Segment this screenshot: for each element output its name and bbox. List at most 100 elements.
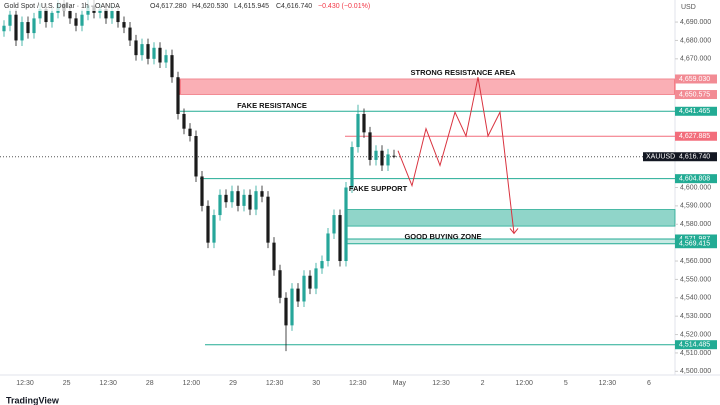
price-label: 4,659.030 <box>679 76 710 83</box>
x-tick-label: 6 <box>647 380 651 387</box>
annotation: FAKE SUPPORT <box>349 184 408 193</box>
ticker-box <box>643 152 675 162</box>
candle-body <box>20 22 24 41</box>
x-tick-label: 12:30 <box>599 380 617 387</box>
candle-body <box>368 132 372 160</box>
candle-body <box>158 47 162 63</box>
price-label-box <box>675 131 717 141</box>
candle-body <box>290 288 294 326</box>
candle-body <box>164 55 168 63</box>
projection-path <box>397 77 515 234</box>
candle-body <box>302 275 306 302</box>
candle-body <box>104 9 108 19</box>
candle-body <box>50 12 54 23</box>
candle-body <box>296 288 300 302</box>
y-tick-label: 4,510.000 <box>680 350 711 357</box>
candle-body <box>140 44 144 56</box>
brand-logo: TradingView <box>6 395 60 405</box>
x-tick-label: 25 <box>63 380 71 387</box>
plot-area <box>0 0 676 352</box>
candle-body <box>218 194 222 216</box>
candle-body <box>128 27 132 41</box>
currency: USD <box>681 4 696 11</box>
y-tick-label: 4,530.000 <box>680 313 711 320</box>
candle-body <box>152 47 156 59</box>
candle-body <box>362 113 366 133</box>
candle-body <box>314 268 318 289</box>
candle-body <box>170 55 174 78</box>
y-tick-label: 4,520.000 <box>680 331 711 338</box>
candle-body <box>260 191 264 197</box>
candle-body <box>68 11 72 19</box>
y-tick-label: 4,600.000 <box>680 184 711 191</box>
candle-body <box>266 196 270 243</box>
candle-body <box>38 9 42 19</box>
candle-body <box>356 113 360 148</box>
candle-body <box>308 275 312 289</box>
y-tick-label: 4,550.000 <box>680 276 711 283</box>
candle-body <box>200 176 204 206</box>
brand: TradingView <box>6 395 60 405</box>
candle-body <box>374 150 378 160</box>
ohlc-value: C4,616.740 <box>276 3 312 10</box>
price-label: 4,641.465 <box>679 108 710 115</box>
price-label-box <box>675 152 717 162</box>
price-label: 4,627.885 <box>679 133 710 140</box>
candle-body <box>176 77 180 114</box>
candle-body <box>116 11 120 23</box>
x-tick-label: 12:30 <box>266 380 284 387</box>
candle-body <box>26 22 30 34</box>
x-tick-label: 12:30 <box>349 380 367 387</box>
candle-body <box>254 191 258 210</box>
candle-body <box>332 215 336 234</box>
candle-body <box>206 205 210 243</box>
annotation: GOOD BUYING ZONE <box>404 232 481 241</box>
price-label-box <box>675 239 717 249</box>
x-tick-label: 30 <box>312 380 320 387</box>
candle-body <box>248 194 252 210</box>
x-tick-label: 12:30 <box>16 380 34 387</box>
ohlc-value: −0.430 (−0.01%) <box>318 3 370 10</box>
x-tick-label: 28 <box>146 380 154 387</box>
candle-body <box>278 270 282 298</box>
annotation: STRONG RESISTANCE AREA <box>410 68 516 77</box>
candle-body <box>2 25 6 32</box>
candle-body <box>14 14 18 41</box>
price-label-box <box>675 106 717 116</box>
y-tick-label: 4,590.000 <box>680 203 711 210</box>
candle-body <box>230 191 234 203</box>
y-tick-label: 4,560.000 <box>680 258 711 265</box>
candle-body <box>98 9 102 13</box>
candle-body <box>74 18 78 26</box>
price-label-box <box>675 90 717 100</box>
y-tick-label: 4,580.000 <box>680 221 711 228</box>
candle-body <box>146 44 150 59</box>
candle-body <box>182 113 186 129</box>
x-tick-label: 12:00 <box>515 380 533 387</box>
candle-body <box>242 194 246 206</box>
candle-body <box>392 155 396 157</box>
candle-body <box>344 187 348 262</box>
candle-body <box>110 11 114 19</box>
candle-body <box>188 128 192 137</box>
y-tick-label: 4,680.000 <box>680 37 711 44</box>
candle-body <box>326 233 330 262</box>
candle-body <box>350 147 354 188</box>
ticker: XAUUSD <box>646 154 675 161</box>
x-tick-label: 29 <box>229 380 237 387</box>
candle-body <box>380 150 384 166</box>
candle-body <box>320 261 324 269</box>
buying-zone <box>344 209 676 227</box>
price-label-box <box>675 74 717 84</box>
buying-zone-band <box>345 238 675 244</box>
x-tick-label: 12:30 <box>432 380 450 387</box>
candle-body <box>338 215 342 262</box>
candle-body <box>32 18 36 34</box>
candle-body <box>44 9 48 23</box>
y-tick-label: 4,540.000 <box>680 295 711 302</box>
arrow-head <box>509 228 519 235</box>
y-tick-label: 4,670.000 <box>680 56 711 63</box>
annotation: FAKE RESISTANCE <box>237 101 307 110</box>
